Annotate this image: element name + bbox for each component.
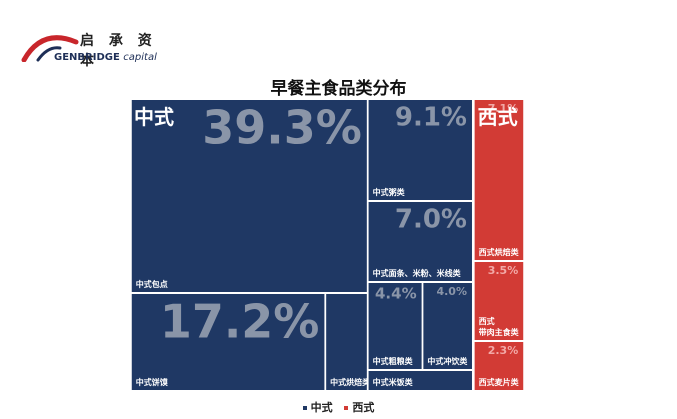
treemap-tile (131, 294, 325, 390)
treemap-tile (474, 342, 524, 390)
treemap-tile (368, 100, 472, 200)
legend-item-western: 西式 (344, 399, 374, 415)
tile-value-label: 39.3% (202, 100, 362, 154)
legend-label-chinese: 中式 (310, 401, 333, 414)
treemap-tile (474, 262, 524, 340)
tile-value-label: 4.4% (375, 285, 417, 303)
tile-category-label: 带肉主食类 (479, 327, 519, 337)
legend-item-chinese: 中式 (302, 399, 333, 415)
chart-legend: 中式 西式 (0, 399, 677, 415)
tile-category-label: 中式粥类 (373, 187, 405, 197)
tile-category-label: 中式米饭类 (373, 377, 413, 387)
tile-category-label: 中式面条、米粉、米线类 (373, 268, 461, 278)
chart-title: 早餐主食品类分布 (270, 79, 407, 99)
treemap-tile (368, 202, 472, 281)
tile-value-label: 7.0% (395, 204, 467, 234)
tile-value-label: 7.1% (488, 102, 519, 115)
treemap-tile (423, 283, 472, 369)
tile-category-label: 西式 (479, 316, 495, 326)
tile-category-label: 中式饼馍 (136, 377, 168, 387)
legend-swatch-chinese (302, 406, 307, 410)
tile-category-label: 中式冲饮类 (427, 356, 467, 366)
tile-value-label: 9.1% (395, 102, 467, 132)
treemap-tile (131, 100, 367, 292)
tile-category-label: 西式麦片类 (479, 377, 519, 387)
company-logo: 启 承 资 本 GENBRIDGE capital (20, 28, 160, 78)
tile-category-label: 中式包点 (136, 279, 168, 289)
logo-english-main: GENBRIDGE (54, 52, 120, 63)
treemap-tile (368, 283, 422, 369)
logo-english-sub: capital (123, 52, 157, 63)
logo-chinese-name: 启 承 资 本 (80, 33, 157, 69)
treemap-tile (368, 371, 472, 390)
tile-value-label: 17.2% (160, 294, 320, 348)
treemap-tile (326, 294, 367, 390)
legend-swatch-western (344, 406, 349, 410)
tile-category-label: 西式烘焙类 (479, 247, 519, 257)
tile-value-label: 3.5% (488, 264, 519, 277)
group-label-chinese: 中式 (134, 105, 174, 129)
group-label-western: 西式 (478, 105, 518, 129)
tile-value-label: 4.0% (436, 285, 467, 298)
tile-value-label: 2.3% (488, 344, 519, 357)
treemap-tile (474, 100, 524, 260)
bridge-logo-icon (21, 35, 79, 62)
tile-category-label: 中式烘焙类 (330, 377, 370, 387)
treemap-chart: 39.3% 中式包点 17.2% 中式饼馍 中式烘焙类 9.1% 中式粥类 7.0% 中式面条、… (131, 100, 524, 390)
tile-category-label: 中式粗粮类 (373, 356, 413, 366)
legend-label-western: 西式 (352, 401, 375, 414)
logo-english-name: GENBRIDGE capital (54, 52, 157, 63)
